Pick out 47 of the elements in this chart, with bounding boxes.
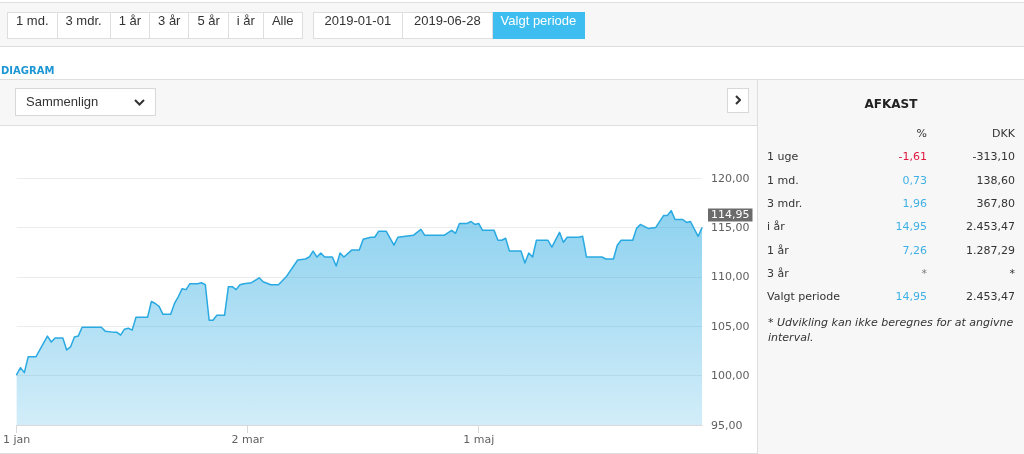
- series-label: %: [915, 126, 927, 143]
- category-label: 3 år: [767, 265, 790, 282]
- data-label: 2.453,47: [965, 219, 1015, 236]
- category-label: 1 uge: [767, 149, 800, 166]
- category-label: i år: [767, 219, 786, 236]
- category-label: Valgt periode: [767, 289, 842, 306]
- y-tick-label: 95,00: [711, 418, 743, 432]
- data-label: 114,95: [711, 208, 750, 222]
- dropdown: Sammenlign: [15, 88, 156, 116]
- data-label: 1,96: [901, 196, 927, 213]
- date-field: 2019-06-28: [403, 12, 493, 39]
- data-label: 7,26: [901, 242, 927, 259]
- y-tick-label: 110,00: [711, 270, 750, 284]
- y-tick-label: 100,00: [711, 369, 750, 383]
- button: i år: [228, 12, 264, 39]
- chart-title: DIAGRAM: [1, 65, 55, 77]
- y-tick-label: 105,00: [711, 319, 750, 333]
- category-label: 3 mdr.: [767, 196, 804, 213]
- data-label: 0,73: [901, 172, 927, 189]
- data-label: -313,10: [971, 149, 1015, 166]
- data-label: 2.453,47: [965, 289, 1015, 306]
- category-label: 1 md.: [767, 172, 800, 189]
- text: * Udvikling kan ikke beregnes for at angivne interval.: [768, 315, 1015, 345]
- data-label: *: [1008, 265, 1015, 282]
- text: AFKAST: [863, 96, 919, 113]
- data-label: 138,60: [975, 172, 1015, 189]
- button: 3 år: [150, 12, 190, 39]
- data-label: 367,80: [975, 196, 1015, 213]
- data-label: 1.287,29: [965, 242, 1015, 259]
- button: Alle: [263, 12, 303, 39]
- date-field: 2019-01-01: [312, 12, 404, 39]
- data-label: 14,95: [894, 219, 927, 236]
- x-tick-label: 1 jan: [3, 433, 31, 446]
- x-tick-label: 1 maj: [463, 433, 495, 446]
- button: 1 år: [110, 12, 151, 39]
- data-label: 14,95: [894, 289, 927, 306]
- x-tick-label: 2 mar: [231, 433, 265, 446]
- button: 5 år: [189, 12, 229, 39]
- y-tick-label: 115,00: [711, 220, 750, 234]
- button: 3 mdr.: [57, 12, 111, 39]
- category-label: 1 år: [767, 242, 790, 259]
- text: DKK: [991, 126, 1015, 143]
- data-label: -1,61: [897, 149, 927, 166]
- button: 1 md.: [7, 12, 58, 39]
- y-tick-label: 120,00: [711, 171, 750, 185]
- data-label: *: [920, 265, 927, 282]
- button: Valgt periode: [492, 12, 586, 39]
